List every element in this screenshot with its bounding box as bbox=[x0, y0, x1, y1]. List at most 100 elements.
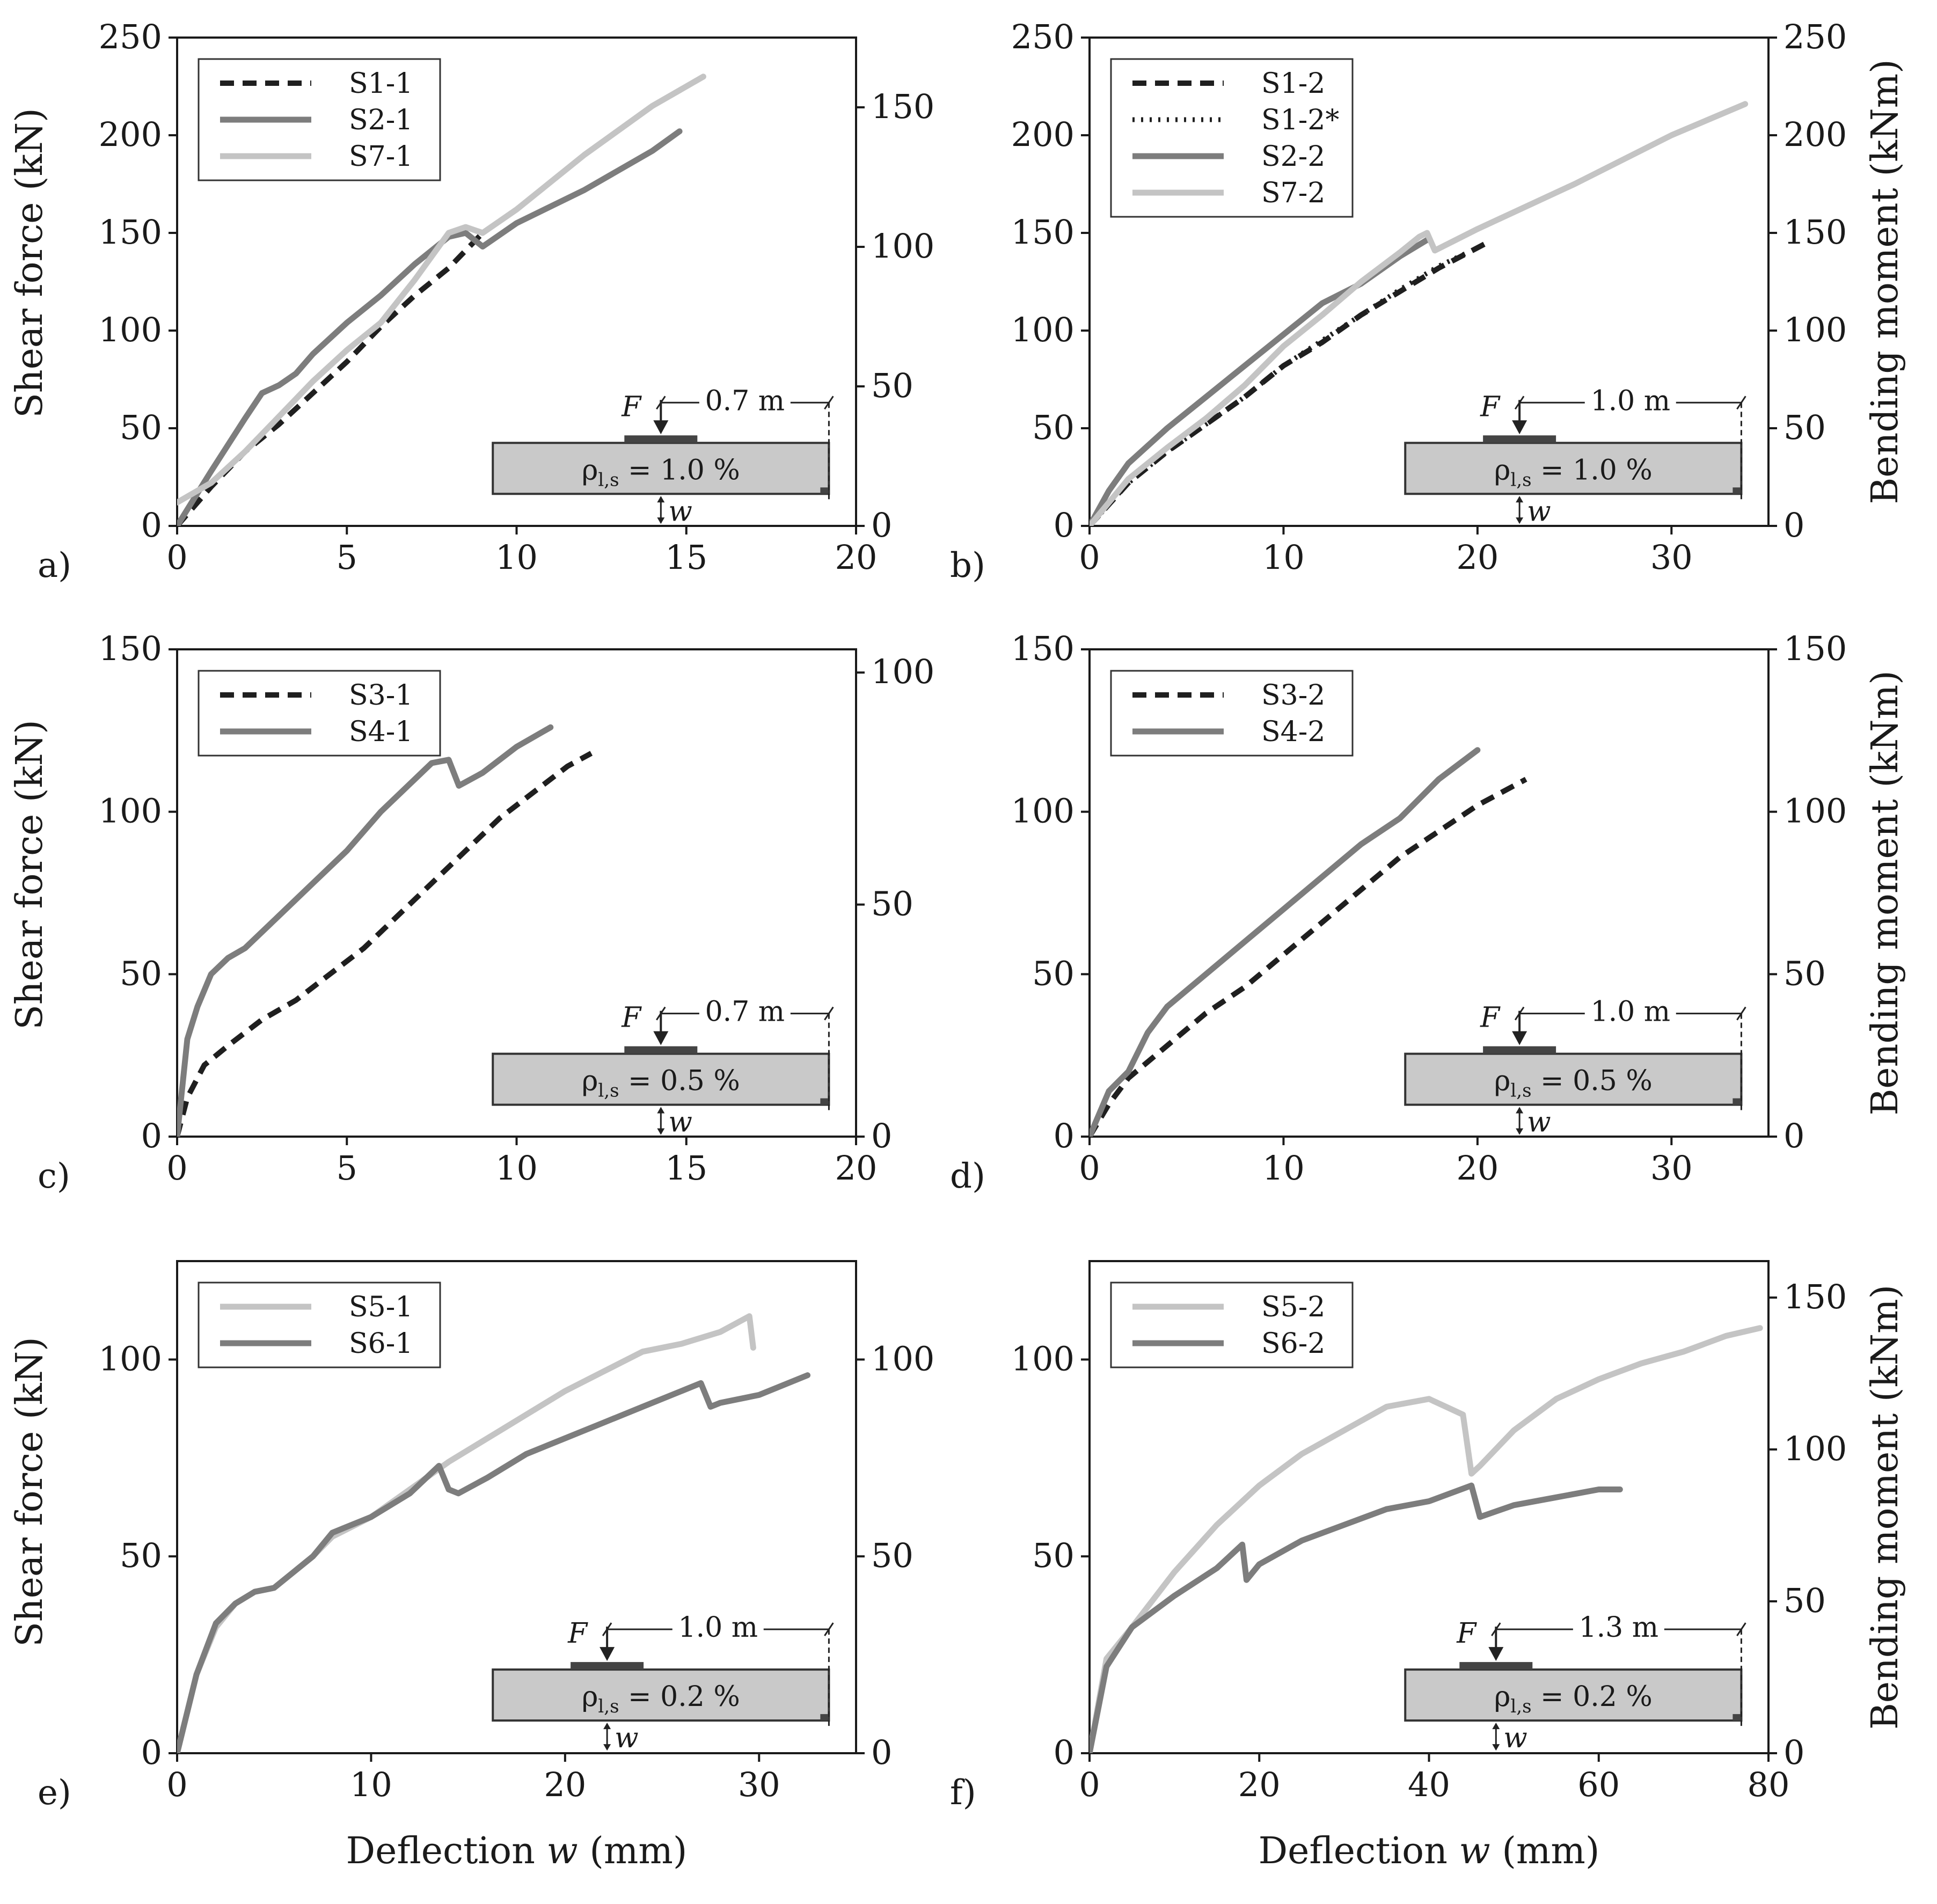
deflection-arrow-down-icon bbox=[657, 517, 665, 524]
legend-label: S3-2 bbox=[1261, 679, 1325, 712]
force-label: F bbox=[1456, 1617, 1477, 1650]
deflection-arrow-down-icon bbox=[1492, 1744, 1500, 1751]
x-tick-label: 0 bbox=[166, 1765, 187, 1804]
deflection-arrow-down-icon bbox=[657, 1128, 665, 1135]
series-group bbox=[177, 1313, 811, 1753]
y-tick-label: 100 bbox=[99, 310, 162, 349]
legend: S3-1 S4-1 bbox=[198, 670, 441, 757]
span-tick-left bbox=[656, 396, 666, 410]
legend: S1-1 S2-1 S7-1 bbox=[198, 58, 441, 181]
series-line-S5-2 bbox=[1090, 1325, 1763, 1753]
x-tick-label: 30 bbox=[1650, 538, 1693, 577]
legend-label: S1-2* bbox=[1261, 104, 1339, 136]
y-tick-label: 250 bbox=[99, 17, 162, 56]
panel-label: f) bbox=[950, 1773, 976, 1813]
load-plate bbox=[624, 1046, 698, 1054]
x-tick-label: 20 bbox=[1456, 1148, 1499, 1188]
beam-schematic-inset: F 1.0 m ρl,s = 1.0 % w bbox=[1404, 383, 1746, 528]
y2-tick-label: 0 bbox=[871, 506, 892, 545]
legend-label: S4-1 bbox=[349, 716, 413, 748]
y-left-axis-title-middle: Shear force (kN) bbox=[9, 720, 51, 1030]
beam-schematic-inset: F 1.3 m ρl,s = 0.2 % w bbox=[1404, 1610, 1746, 1754]
y2-tick-label: 50 bbox=[1783, 1581, 1826, 1620]
legend-label: S5-1 bbox=[349, 1291, 413, 1323]
y2-tick-label: 50 bbox=[1783, 408, 1826, 447]
x-tick-label: 10 bbox=[495, 1148, 538, 1188]
series-group bbox=[1090, 101, 1749, 526]
series-line-S7-1 bbox=[177, 74, 706, 506]
y2-tick-label: 100 bbox=[1783, 310, 1847, 349]
y-tick-label: 100 bbox=[99, 1339, 162, 1378]
x-tick-label: 20 bbox=[835, 1148, 878, 1188]
deflection-arrow-up-icon bbox=[1492, 1723, 1500, 1730]
y2-tick-label: 0 bbox=[871, 1733, 892, 1772]
force-label: F bbox=[1480, 1002, 1501, 1034]
beam-schematic-inset: F 0.7 m ρl,s = 1.0 % w bbox=[492, 383, 834, 528]
y-tick-label: 100 bbox=[99, 792, 162, 831]
y-tick-label: 50 bbox=[1032, 408, 1075, 447]
x-tick-label: 60 bbox=[1577, 1765, 1620, 1804]
y2-tick-label: 150 bbox=[1783, 629, 1847, 668]
deflection-arrow-up-icon bbox=[1516, 496, 1524, 503]
reinforcement-ratio-label: ρl,s = 1.0 % bbox=[582, 454, 740, 490]
force-label: F bbox=[567, 1617, 588, 1650]
plot-frame bbox=[1088, 648, 1770, 1138]
deflection-label: w bbox=[1527, 1107, 1551, 1139]
series-line-S4-2 bbox=[1090, 747, 1481, 1137]
legend-label: S1-1 bbox=[349, 68, 413, 100]
x-tick-label: 30 bbox=[1650, 1148, 1693, 1188]
legend-label: S2-2 bbox=[1261, 141, 1325, 173]
y2-tick-label: 100 bbox=[1783, 792, 1847, 831]
load-plate bbox=[624, 435, 698, 443]
series-line-S1-1 bbox=[177, 231, 485, 526]
y2-tick-label: 150 bbox=[871, 87, 934, 126]
deflection-arrow-up-icon bbox=[1516, 1107, 1524, 1114]
x-tick-label: 5 bbox=[337, 1148, 357, 1188]
x-tick-label: 15 bbox=[665, 538, 707, 577]
span-label-bg bbox=[699, 994, 791, 1022]
x-axis-title: Deflection w (mm) bbox=[1259, 1830, 1600, 1872]
y2-tick-label: 200 bbox=[1783, 115, 1847, 154]
y2-tick-label: 50 bbox=[871, 1536, 913, 1575]
y2-tick-label: 150 bbox=[1783, 1277, 1847, 1316]
legend-label: S6-1 bbox=[349, 1328, 413, 1360]
y-tick-label: 0 bbox=[1054, 1733, 1075, 1772]
x-tick-label: 5 bbox=[337, 538, 357, 577]
legend-label: S5-2 bbox=[1261, 1291, 1325, 1323]
span-label-bg bbox=[672, 1610, 764, 1638]
legend: S3-2 S4-2 bbox=[1110, 670, 1354, 757]
deflection-label: w bbox=[668, 1107, 692, 1139]
panel-label: a) bbox=[38, 546, 71, 585]
span-tick-left bbox=[1491, 1622, 1501, 1636]
y2-tick-label: 100 bbox=[871, 1339, 934, 1378]
x-tick-label: 20 bbox=[1238, 1765, 1281, 1804]
y-tick-label: 100 bbox=[1011, 310, 1075, 349]
y2-tick-label: 0 bbox=[1783, 506, 1804, 545]
span-label: 1.0 m bbox=[1590, 385, 1670, 417]
support-block bbox=[820, 1098, 828, 1105]
beam-slab bbox=[1404, 1668, 1743, 1722]
series-line-S4-1 bbox=[177, 724, 554, 1137]
y2-tick-label: 100 bbox=[1783, 1429, 1847, 1468]
force-arrow-icon bbox=[653, 420, 669, 435]
y-right-axis-title: Bending moment (kNm) bbox=[1864, 59, 1906, 504]
legend: S1-2 S1-2* S2-2 S7-2 bbox=[1110, 58, 1354, 218]
legend-label: S1-2 bbox=[1261, 68, 1325, 100]
load-plate bbox=[1483, 435, 1556, 443]
plot-frame bbox=[176, 1260, 857, 1754]
legend: S5-2 S6-2 bbox=[1110, 1281, 1354, 1368]
support-block bbox=[1733, 1714, 1741, 1721]
y2-tick-label: 150 bbox=[1783, 213, 1847, 252]
deflection-arrow-up-icon bbox=[657, 496, 665, 503]
y2-tick-label: 0 bbox=[871, 1116, 892, 1155]
force-arrow-icon bbox=[1512, 420, 1527, 435]
series-group bbox=[1090, 747, 1527, 1137]
y-left-axis-title-bottom: Shear force (kN) bbox=[9, 1337, 51, 1647]
span-tick-left bbox=[1514, 396, 1525, 410]
series-line-S7-2 bbox=[1090, 101, 1749, 526]
y-tick-label: 150 bbox=[99, 629, 162, 668]
x-tick-label: 20 bbox=[835, 538, 878, 577]
